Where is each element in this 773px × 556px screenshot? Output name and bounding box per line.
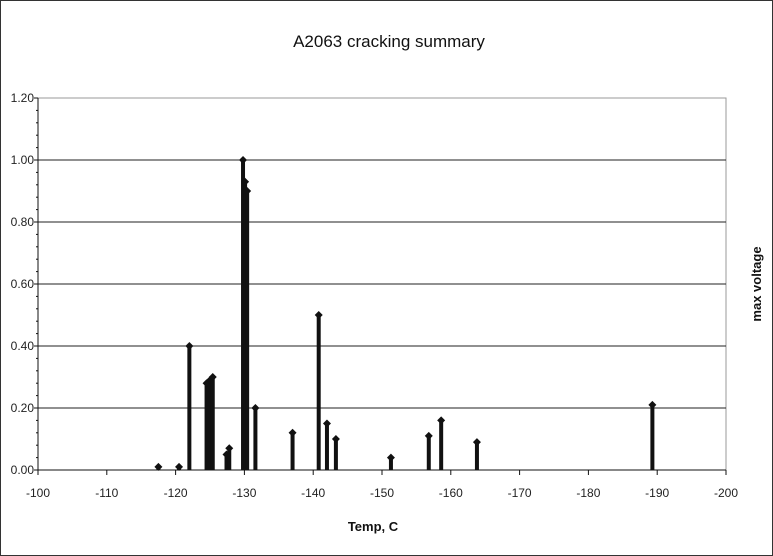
bar <box>316 315 321 470</box>
y-tick-label: 0.40 <box>11 339 35 353</box>
y-tick-label: 0.00 <box>11 463 35 477</box>
bar <box>650 404 655 470</box>
data-marker <box>175 462 184 471</box>
data-marker <box>288 428 297 437</box>
bar <box>204 383 209 470</box>
bar <box>290 432 295 470</box>
bar <box>253 408 258 470</box>
x-tick-label: -140 <box>301 486 325 500</box>
bar <box>324 423 329 470</box>
data-marker <box>331 435 340 443</box>
data-marker <box>225 444 234 453</box>
data-marker <box>239 156 248 164</box>
bar <box>187 346 192 470</box>
y-tick-label: 1.20 <box>11 91 35 105</box>
x-tick-label: -110 <box>95 486 118 500</box>
bar <box>426 435 431 470</box>
data-marker <box>243 187 252 195</box>
bar <box>388 457 393 470</box>
data-marker <box>251 404 260 412</box>
data-marker <box>437 416 446 425</box>
bar <box>224 454 229 470</box>
bar <box>208 380 212 470</box>
x-tick-label: -170 <box>508 486 532 500</box>
x-tick-label: -120 <box>164 486 188 500</box>
bar <box>227 448 232 470</box>
bar <box>241 160 246 470</box>
data-marker <box>185 342 194 350</box>
x-tick-label: -100 <box>26 486 50 500</box>
data-marker <box>472 438 481 447</box>
x-tick-label: -180 <box>576 486 600 500</box>
axes <box>34 97 727 475</box>
data-marker <box>241 177 250 186</box>
bar <box>439 420 444 470</box>
bar <box>245 191 250 470</box>
y-tick-label: 0.80 <box>11 215 35 229</box>
data-marker <box>314 311 323 319</box>
x-tick-label: -130 <box>232 486 256 500</box>
x-tick-label: -200 <box>714 486 738 500</box>
data-marker <box>386 453 395 462</box>
gridlines <box>38 159 726 409</box>
y-tick-label: 1.00 <box>11 153 35 167</box>
bar <box>243 181 248 470</box>
x-tick-label: -150 <box>370 486 394 500</box>
bar <box>210 377 215 470</box>
data-marker <box>648 400 657 409</box>
data-marker <box>208 373 217 381</box>
y-tick-label: 0.20 <box>11 401 35 415</box>
bars <box>154 156 657 471</box>
x-axis-title: Temp, C <box>348 519 399 534</box>
chart-title: A2063 cracking summary <box>293 32 485 51</box>
data-marker <box>154 462 163 471</box>
bar <box>474 442 479 470</box>
y-tick-labels: 0.00 0.20 0.40 0.60 0.80 1.00 1.20 <box>11 91 35 477</box>
x-tick-label: -160 <box>439 486 463 500</box>
data-marker <box>424 431 433 440</box>
bar <box>333 439 338 470</box>
y-tick-label: 0.60 <box>11 277 35 291</box>
y-axis-title: max voltage <box>749 246 764 321</box>
x-tick-label: -190 <box>645 486 669 500</box>
data-marker <box>322 419 331 428</box>
x-tick-labels: -100 -110 -120 -130 -140 -150 -160 -170 -180 -190… <box>26 486 738 500</box>
